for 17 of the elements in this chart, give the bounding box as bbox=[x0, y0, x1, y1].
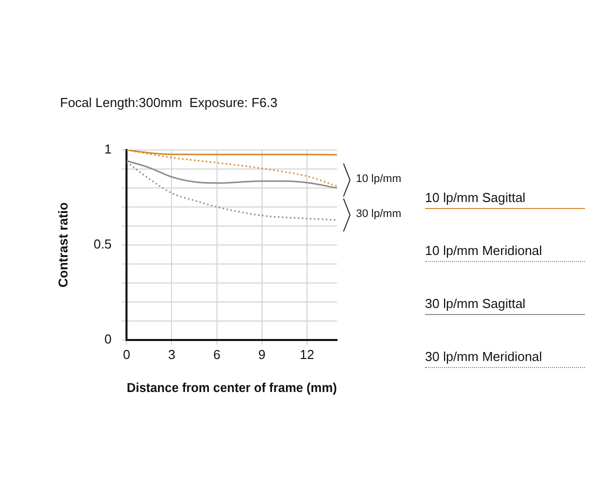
text: 10 lp/mm bbox=[356, 173, 402, 186]
text: 10 lp/mm Meridional bbox=[425, 243, 585, 262]
text: 30 lp/mm bbox=[356, 208, 402, 221]
x-axis-title: Distance from center of frame (mm) bbox=[126, 380, 337, 395]
y-tick-label: 1 bbox=[104, 142, 112, 157]
y-axis-title: Contrast ratio bbox=[55, 202, 70, 288]
x-tick-label: 9 bbox=[258, 347, 266, 362]
x-tick-label: 3 bbox=[168, 347, 176, 362]
x-tick-label: 6 bbox=[213, 347, 220, 362]
text: 10 lp/mm Sagittal bbox=[425, 190, 585, 209]
y-tick-label: 0 bbox=[104, 331, 112, 346]
text: 30 lp/mm Meridional bbox=[425, 349, 585, 368]
chart-title: Focal Length:300mm Exposure: F6.3 bbox=[60, 95, 278, 110]
text: 30 lp/mm Sagittal bbox=[425, 296, 585, 315]
x-tick-label: 0 bbox=[123, 347, 130, 362]
x-tick-label: 12 bbox=[300, 347, 314, 362]
y-tick-label: 0.5 bbox=[94, 236, 112, 252]
